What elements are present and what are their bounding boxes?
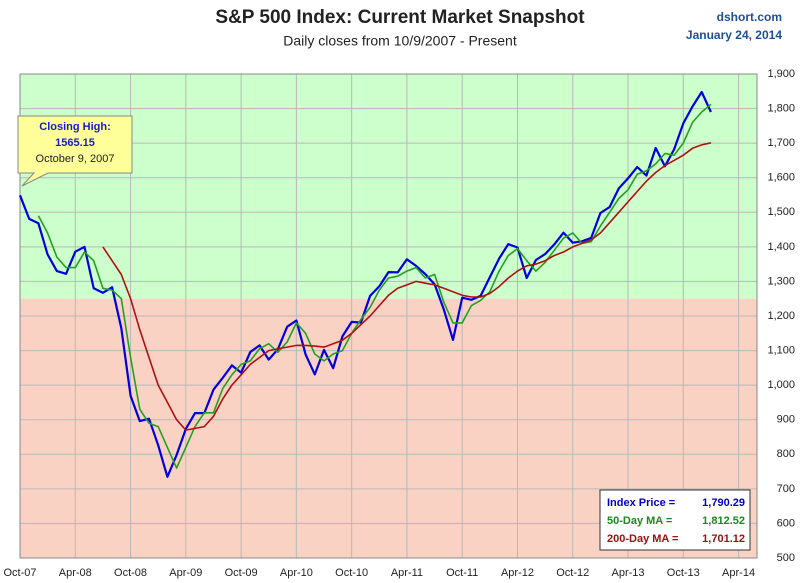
y-tick-label: 700 <box>777 483 795 495</box>
info-value: 1,790.29 <box>702 497 745 509</box>
info-label: 200-Day MA = <box>607 533 678 545</box>
info-box: Index Price = 1,790.29 50-Day MA = 1,812.52… <box>599 489 751 551</box>
y-tick-label: 1,400 <box>767 241 795 253</box>
x-tick-label: Apr-12 <box>501 567 534 579</box>
background-band <box>20 74 757 299</box>
y-tick-label: 1,700 <box>767 137 795 149</box>
source: dshort.com <box>717 10 782 24</box>
x-tick-label: Apr-09 <box>169 567 202 579</box>
x-tick-label: Oct-10 <box>335 567 368 579</box>
chart-subtitle: Daily closes from 10/9/2007 - Present <box>283 33 517 49</box>
y-tick-label: 800 <box>777 448 795 460</box>
x-tick-label: Oct-13 <box>667 567 700 579</box>
y-tick-label: 1,000 <box>767 379 795 391</box>
y-tick-label: 1,500 <box>767 206 795 218</box>
y-tick-label: 900 <box>777 414 795 426</box>
x-tick-label: Apr-08 <box>59 567 92 579</box>
x-tick-label: Apr-14 <box>722 567 755 579</box>
series-line <box>37 103 712 469</box>
y-tick-label: 1,200 <box>767 310 795 322</box>
x-tick-label: Oct-11 <box>446 567 478 579</box>
x-tick-label: Oct-12 <box>556 567 589 579</box>
callout-text: October 9, 2007 <box>36 153 115 165</box>
y-tick-label: 1,100 <box>767 344 795 356</box>
y-tick-label: 1,600 <box>767 172 795 184</box>
y-tick-label: 1,300 <box>767 275 795 287</box>
x-tick-label: Oct-08 <box>114 567 147 579</box>
info-label: 50-Day MA = <box>607 515 672 527</box>
x-tick-label: Apr-11 <box>391 567 423 579</box>
callout-box <box>17 115 133 187</box>
x-tick-label: Oct-09 <box>225 567 258 579</box>
y-tick-label: 500 <box>777 552 795 564</box>
series-line <box>18 90 712 478</box>
y-tick-label: 600 <box>777 517 795 529</box>
y-tick-label: 1,800 <box>767 102 795 114</box>
callout-text: 1565.15 <box>55 137 95 149</box>
callout-text: Closing High: <box>39 121 111 133</box>
x-tick-label: Oct-07 <box>3 567 36 579</box>
info-box-frame <box>599 489 751 551</box>
y-tick-label: 1,900 <box>767 68 795 80</box>
chart-title: S&P 500 Index: Current Market Snapshot <box>215 7 585 28</box>
info-value: 1,701.12 <box>702 533 745 545</box>
x-tick-label: Apr-10 <box>280 567 313 579</box>
info-value: 1,812.52 <box>702 515 745 527</box>
series-line <box>102 142 712 431</box>
info-label: Index Price = <box>607 497 675 509</box>
x-tick-label: Apr-13 <box>612 567 645 579</box>
date: January 24, 2014 <box>686 28 782 42</box>
callout: Closing High: 1565.15 October 9, 2007 <box>17 115 133 187</box>
plot-border <box>19 73 758 559</box>
